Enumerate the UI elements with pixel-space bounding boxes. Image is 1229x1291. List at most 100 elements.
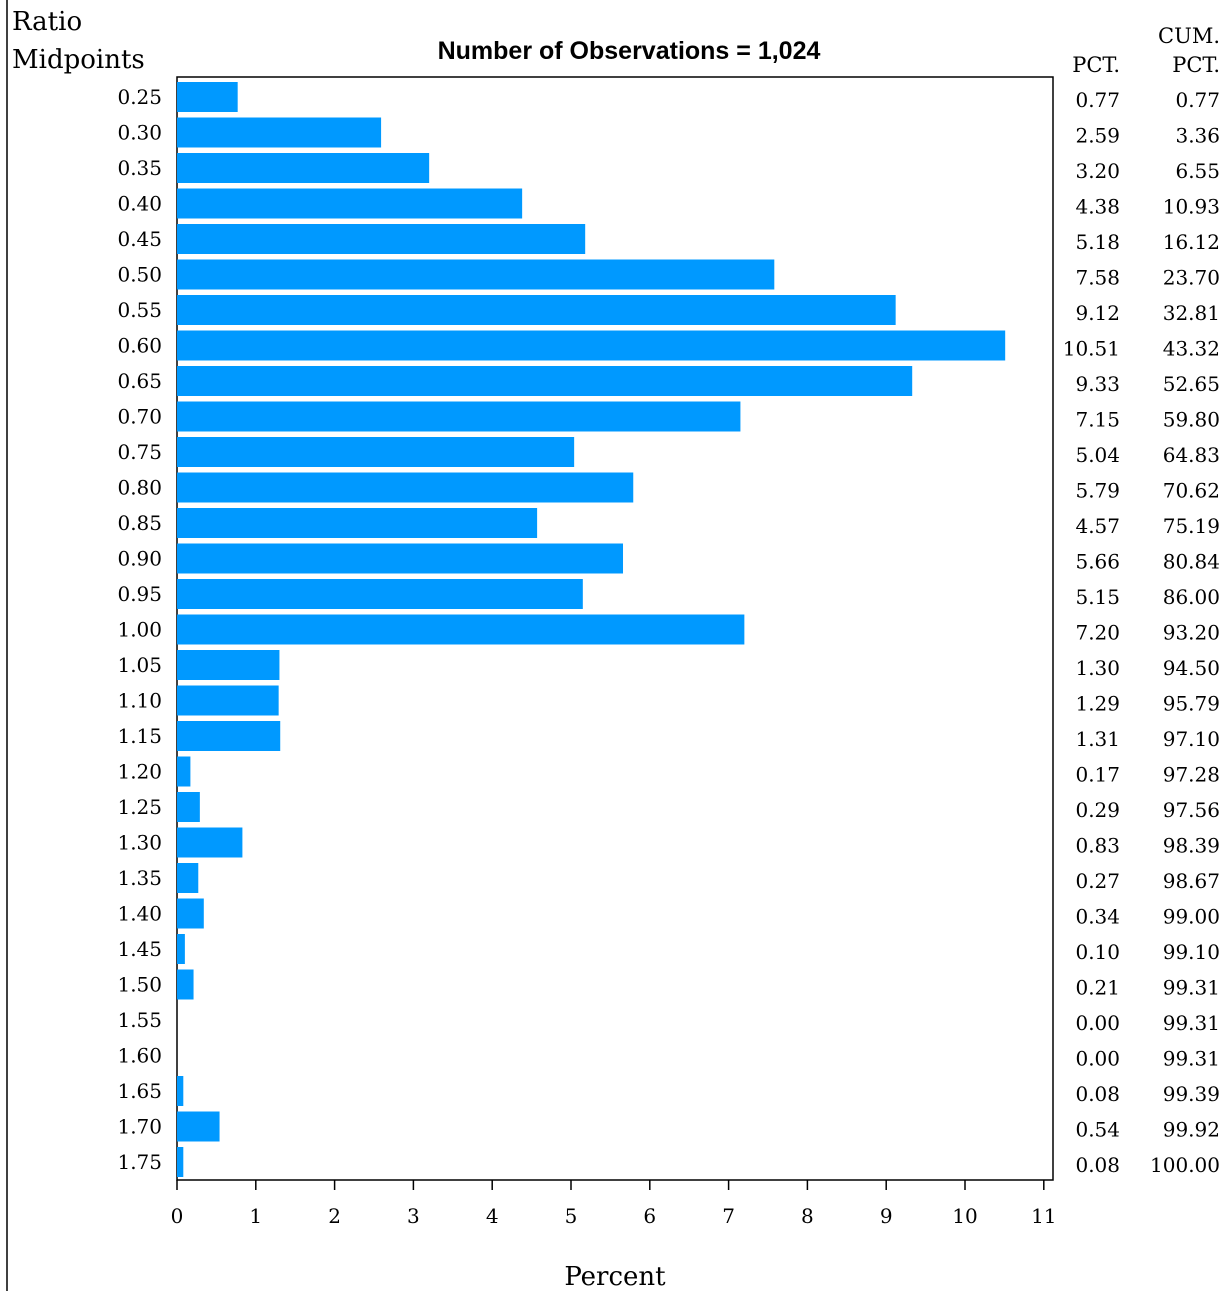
bar-0.65 [177, 366, 913, 396]
cum-pct-label: 23.70 [1163, 266, 1220, 290]
cum-pct-label: 59.80 [1163, 408, 1220, 432]
pct-label: 5.04 [1075, 443, 1120, 467]
cum-pct-label: 99.92 [1163, 1118, 1220, 1142]
category-label: 0.55 [117, 298, 162, 322]
cum-pct-label: 3.36 [1175, 124, 1220, 148]
category-label: 0.85 [117, 511, 162, 535]
cum-pct-label: 52.65 [1163, 372, 1220, 396]
pct-label: 0.77 [1075, 88, 1120, 112]
pct-column-header: PCT. [1072, 53, 1120, 77]
category-label: 0.35 [117, 156, 162, 180]
bar-1.65 [177, 1076, 184, 1106]
pct-label: 0.27 [1075, 869, 1120, 893]
category-label: 1.75 [117, 1150, 162, 1174]
pct-label: 1.31 [1075, 727, 1120, 751]
category-label: 1.15 [117, 724, 162, 748]
bar-1.30 [177, 827, 243, 858]
category-label: 1.65 [117, 1079, 162, 1103]
pct-label: 0.08 [1075, 1153, 1120, 1177]
cum-pct-label: 99.31 [1163, 1011, 1220, 1035]
category-label: 1.10 [117, 689, 162, 713]
x-tick-label: 5 [565, 1204, 578, 1228]
cum-pct-label: 98.39 [1163, 834, 1220, 858]
x-tick-label: 9 [880, 1204, 893, 1228]
cum-pct-column-header-line1: CUM. [1158, 24, 1220, 48]
category-label: 0.90 [117, 547, 162, 571]
pct-label: 0.10 [1075, 940, 1120, 964]
chart-title: Number of Observations = 1,024 [438, 37, 821, 65]
x-axis-ticks-group: 0 1 2 3 4 5 6 7 8 9 10 11 [171, 1180, 1057, 1228]
bar-1.70 [177, 1111, 220, 1142]
pct-label: 0.83 [1075, 834, 1120, 858]
cum-pct-label: 99.31 [1163, 1047, 1220, 1071]
pct-label: 4.57 [1075, 514, 1120, 538]
pct-label: 0.29 [1075, 798, 1120, 822]
cum-pct-label: 70.62 [1163, 479, 1220, 503]
pct-label: 5.66 [1075, 550, 1120, 574]
bars-group [177, 82, 1006, 1177]
x-tick-label: 10 [952, 1204, 977, 1228]
cum-pct-label: 16.12 [1163, 230, 1220, 254]
cum-pct-label: 32.81 [1163, 301, 1220, 325]
pct-label: 0.17 [1075, 763, 1120, 787]
bar-0.95 [177, 579, 583, 609]
x-axis-label: Percent [564, 1262, 666, 1291]
y-axis-label-midpoints: Midpoints [12, 45, 145, 75]
category-label: 1.35 [117, 866, 162, 890]
bar-0.55 [177, 295, 896, 325]
bar-1.25 [177, 792, 200, 822]
category-label: 0.95 [117, 582, 162, 606]
pct-label: 4.38 [1075, 195, 1120, 219]
bar-0.35 [177, 153, 430, 183]
category-label: 1.50 [117, 973, 162, 997]
category-labels-group: 0.25 0.30 0.35 0.40 0.45 0.50 0.55 0.60 0.65 0.70… [117, 85, 162, 1174]
x-tick-label: 11 [1031, 1204, 1056, 1228]
category-label: 1.30 [117, 831, 162, 855]
x-tick-label: 7 [722, 1204, 735, 1228]
pct-label: 7.15 [1075, 408, 1120, 432]
bar-0.80 [177, 472, 634, 503]
pct-label: 1.30 [1075, 656, 1120, 680]
pct-label: 2.59 [1075, 124, 1120, 148]
cum-pct-label: 75.19 [1163, 514, 1220, 538]
cum-pct-label: 86.00 [1163, 585, 1220, 609]
pct-label: 5.15 [1075, 585, 1120, 609]
cum-pct-label: 64.83 [1163, 443, 1220, 467]
category-label: 1.40 [117, 902, 162, 926]
cum-pct-label: 97.28 [1163, 763, 1220, 787]
x-tick-label: 2 [328, 1204, 341, 1228]
pct-label: 0.08 [1075, 1082, 1120, 1106]
pct-label: 5.79 [1075, 479, 1120, 503]
cum-pct-label: 99.00 [1163, 905, 1220, 929]
cum-pct-label: 43.32 [1163, 337, 1220, 361]
cum-pct-label: 10.93 [1163, 195, 1220, 219]
bar-0.50 [177, 259, 775, 290]
category-label: 1.45 [117, 937, 162, 961]
bar-1.45 [177, 934, 185, 964]
bar-0.45 [177, 224, 586, 254]
cum-pct-label: 93.20 [1163, 621, 1220, 645]
bar-1.20 [177, 756, 191, 787]
pct-label: 0.00 [1075, 1047, 1120, 1071]
category-label: 1.60 [117, 1044, 162, 1068]
bar-0.25 [177, 82, 238, 112]
category-label: 1.25 [117, 795, 162, 819]
bar-0.60 [177, 330, 1006, 361]
pct-label: 0.21 [1075, 976, 1120, 1000]
pct-label: 0.34 [1075, 905, 1120, 929]
pct-label: 9.12 [1075, 301, 1120, 325]
pct-label: 0.54 [1075, 1118, 1120, 1142]
category-label: 0.25 [117, 85, 162, 109]
pct-label: 9.33 [1075, 372, 1120, 396]
cum-pct-label: 80.84 [1163, 550, 1220, 574]
bar-0.90 [177, 543, 624, 574]
cum-pct-labels-group: 0.77 3.36 6.55 10.93 16.12 23.70 32.81 43.32 52.… [1150, 88, 1220, 1177]
category-label: 0.45 [117, 227, 162, 251]
x-tick-label: 8 [801, 1204, 814, 1228]
category-label: 0.30 [117, 121, 162, 145]
pct-label: 10.51 [1063, 337, 1120, 361]
category-label: 0.65 [117, 369, 162, 393]
bar-1.15 [177, 721, 281, 751]
cum-pct-label: 97.10 [1163, 727, 1220, 751]
